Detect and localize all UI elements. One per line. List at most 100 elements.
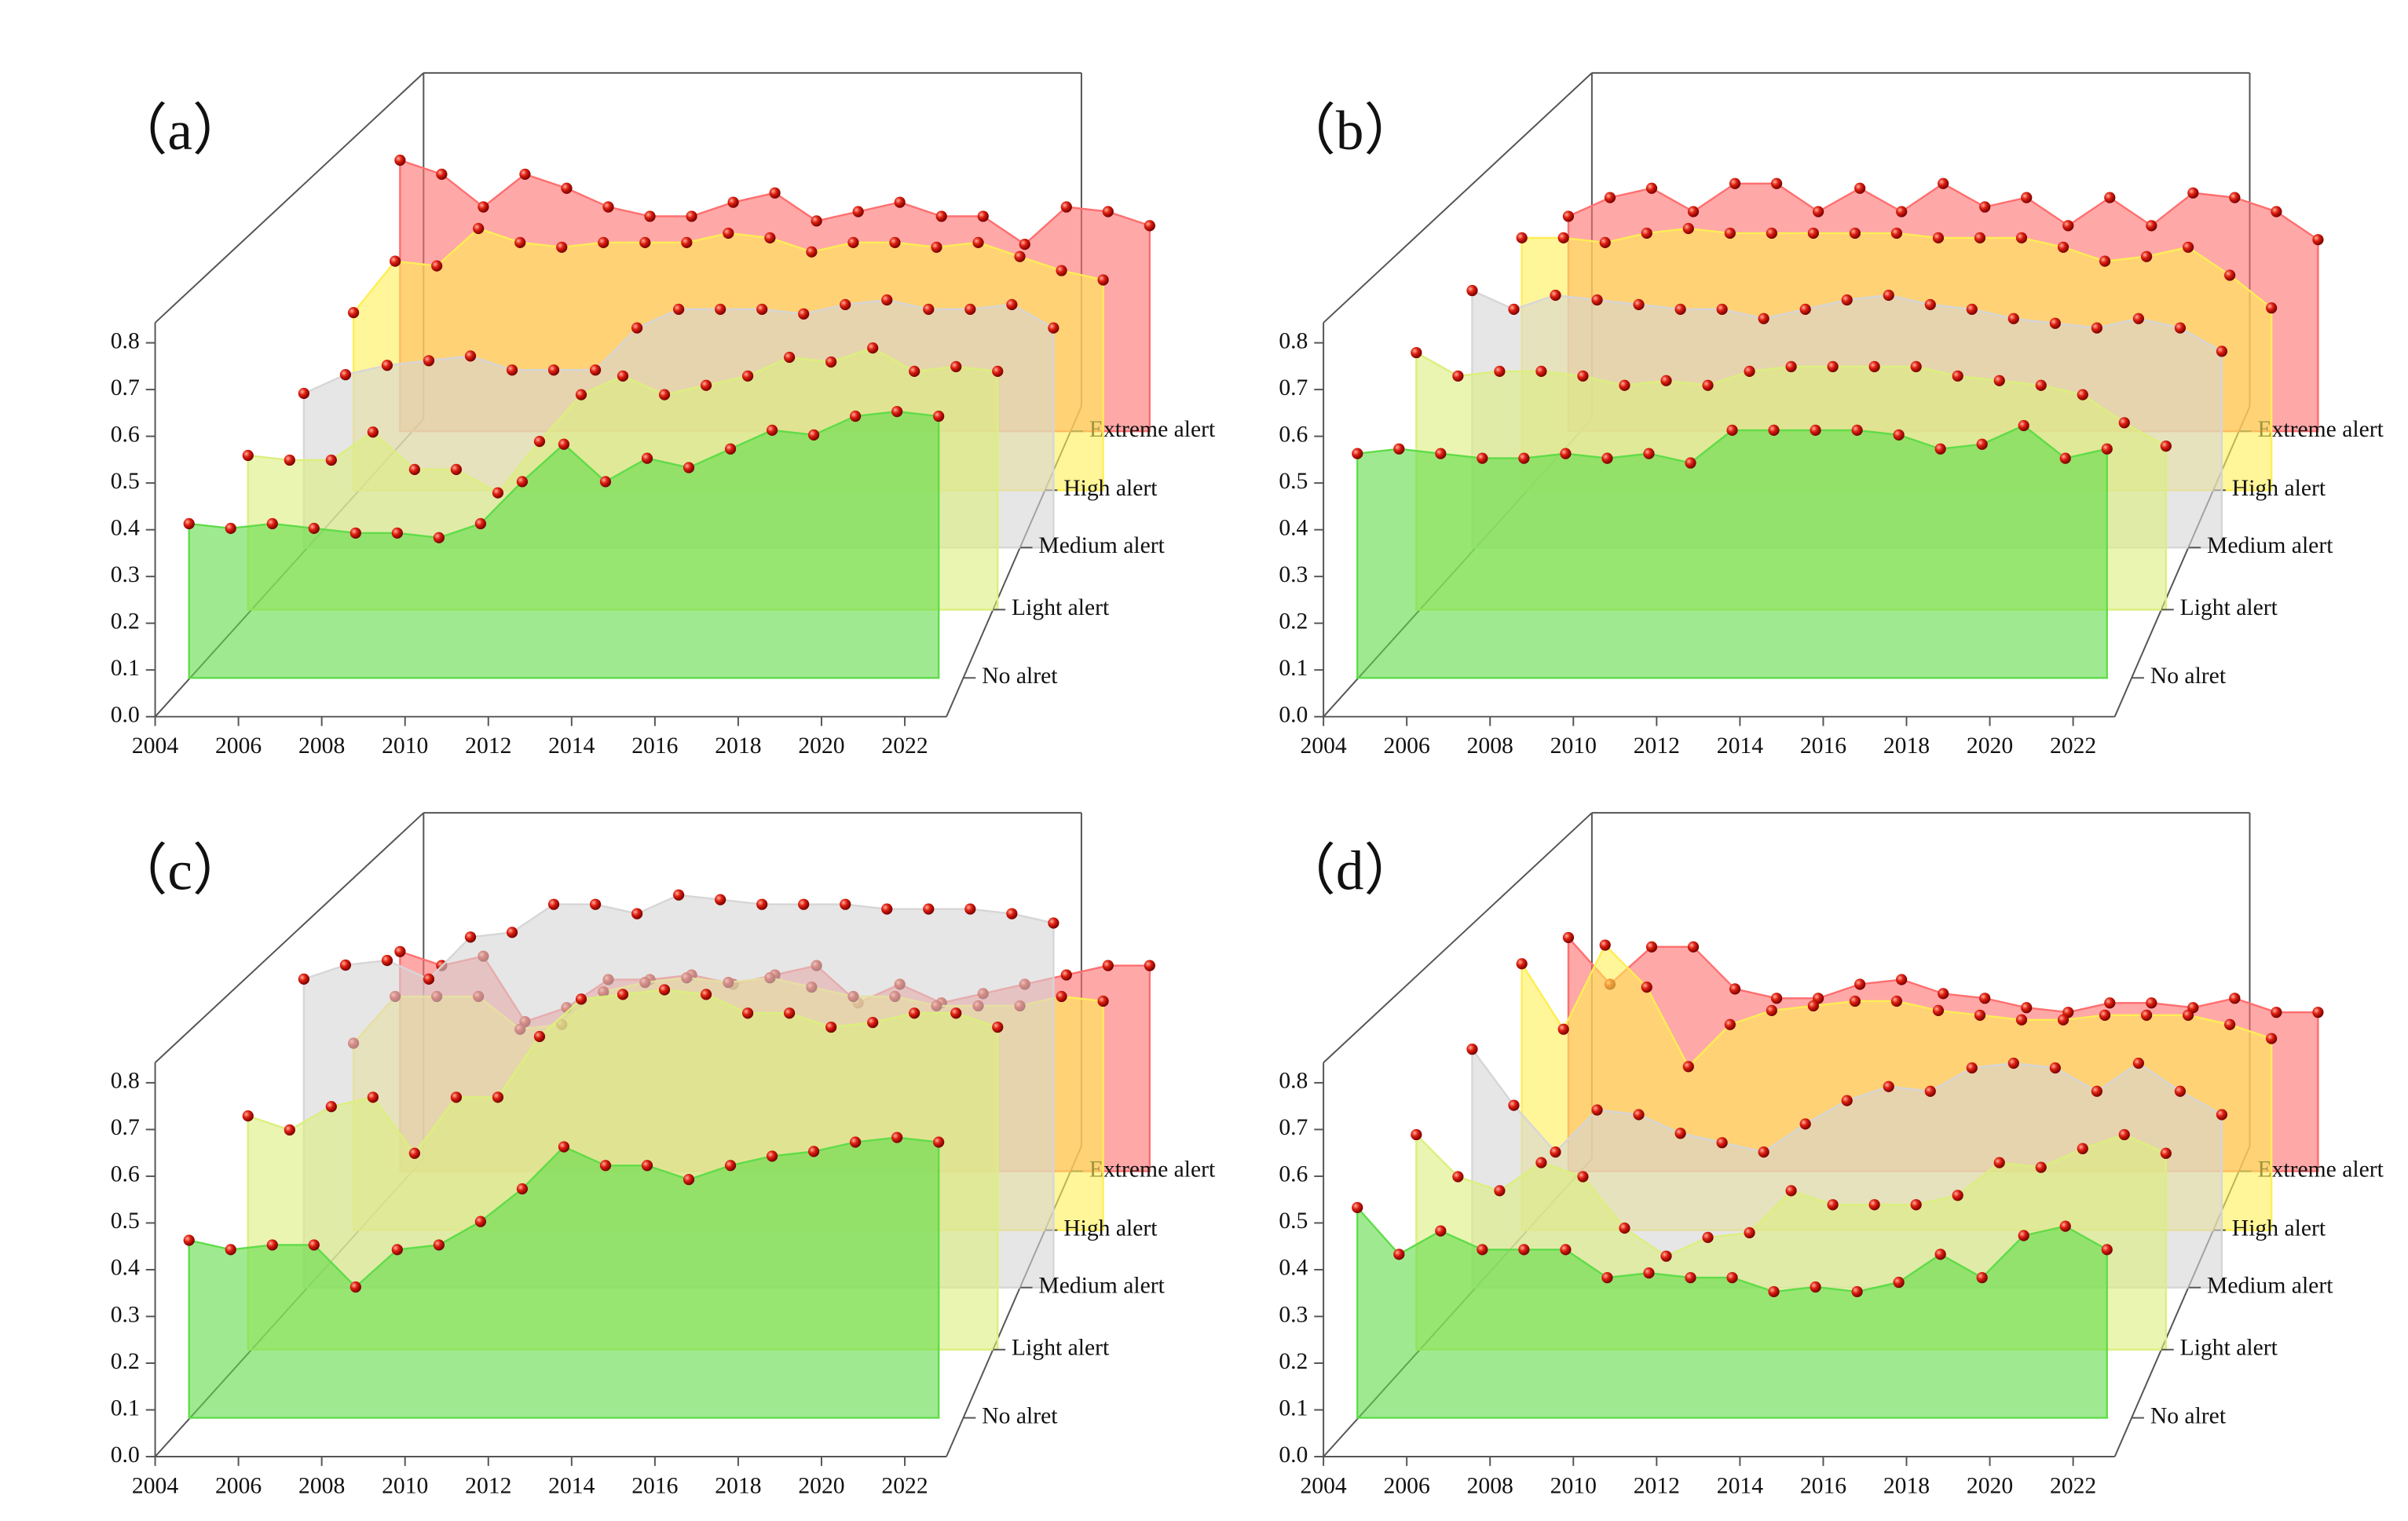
data-point bbox=[2266, 1033, 2278, 1044]
data-point bbox=[1518, 1244, 1530, 1256]
data-point bbox=[561, 182, 573, 194]
data-point bbox=[1785, 1185, 1797, 1197]
data-point bbox=[756, 303, 768, 315]
y-tick-label: 0.7 bbox=[111, 1115, 140, 1140]
x-tick-label: 2020 bbox=[1967, 733, 2013, 759]
data-point bbox=[575, 389, 587, 400]
data-point bbox=[1619, 1222, 1630, 1234]
data-point bbox=[2101, 443, 2113, 455]
data-point bbox=[756, 898, 768, 910]
data-point bbox=[1352, 1201, 1363, 1213]
x-tick-label: 2012 bbox=[465, 733, 511, 759]
data-point bbox=[658, 389, 671, 400]
data-point bbox=[1770, 993, 1783, 1004]
data-point bbox=[2118, 417, 2130, 429]
data-point bbox=[1560, 1244, 1572, 1256]
data-point bbox=[1633, 298, 1645, 311]
data-point bbox=[889, 236, 901, 248]
depth-label: Extreme alert bbox=[2257, 1157, 2384, 1182]
y-tick-label: 0.2 bbox=[111, 609, 140, 634]
data-point bbox=[533, 436, 546, 448]
data-point bbox=[506, 927, 518, 938]
data-point bbox=[1993, 375, 2005, 386]
x-tick-label: 2010 bbox=[1550, 733, 1597, 759]
data-point bbox=[1674, 303, 1686, 315]
data-point bbox=[992, 1021, 1004, 1033]
data-point bbox=[391, 1244, 403, 1256]
data-point bbox=[1660, 375, 1672, 386]
data-point bbox=[266, 517, 278, 530]
data-point bbox=[347, 307, 360, 319]
data-point bbox=[2104, 997, 2116, 1009]
data-point bbox=[183, 517, 195, 530]
y-tick-label: 0.6 bbox=[111, 1162, 140, 1187]
data-point bbox=[825, 1021, 837, 1033]
data-point bbox=[1560, 448, 1572, 459]
depth-label: High alert bbox=[2232, 476, 2326, 501]
frame-line bbox=[154, 72, 424, 324]
x-tick-label: 2008 bbox=[298, 733, 345, 759]
y-tick-label: 0.2 bbox=[111, 1349, 140, 1374]
data-point bbox=[1979, 201, 1991, 213]
depth-label: High alert bbox=[2232, 1216, 2326, 1241]
y-tick-label: 0.8 bbox=[1279, 1069, 1308, 1094]
x-tick-label: 2022 bbox=[881, 1473, 928, 1498]
data-point bbox=[1494, 1185, 1506, 1197]
data-point bbox=[724, 443, 737, 455]
y-tick-label: 0.0 bbox=[111, 1442, 140, 1468]
depth-label: Extreme alert bbox=[2257, 417, 2384, 442]
x-tick-label: 2016 bbox=[631, 733, 678, 759]
panel-title: （b） bbox=[1280, 101, 1420, 162]
data-point bbox=[298, 973, 310, 985]
data-point bbox=[533, 1030, 546, 1043]
data-point bbox=[894, 196, 906, 208]
data-point bbox=[1768, 424, 1780, 436]
x-tick-label: 2010 bbox=[382, 733, 428, 759]
y-tick-label: 0.4 bbox=[1279, 1256, 1308, 1281]
data-point bbox=[1641, 982, 1652, 993]
data-point bbox=[436, 168, 448, 180]
data-point bbox=[1097, 274, 1109, 286]
data-point bbox=[1966, 303, 1978, 315]
x-tick-label: 2018 bbox=[1883, 1473, 1930, 1498]
series-area bbox=[1356, 424, 2108, 679]
data-point bbox=[2266, 302, 2278, 314]
depth-label: Light alert bbox=[1012, 595, 1110, 620]
x-tick-label: 2004 bbox=[1300, 733, 1346, 759]
data-point bbox=[1893, 1276, 1905, 1289]
data-point bbox=[723, 227, 734, 239]
data-point bbox=[1056, 990, 1067, 1003]
y-tick-label: 0.8 bbox=[111, 1069, 140, 1094]
data-point bbox=[931, 241, 942, 253]
data-point bbox=[641, 1160, 653, 1172]
data-point bbox=[2015, 232, 2028, 244]
data-point bbox=[433, 1239, 445, 1251]
data-point bbox=[339, 959, 352, 971]
data-point bbox=[2146, 220, 2157, 232]
x-tick-label: 2020 bbox=[798, 733, 844, 759]
data-point bbox=[516, 476, 529, 488]
data-point bbox=[1702, 379, 1714, 391]
data-point bbox=[474, 1216, 487, 1227]
data-point bbox=[1452, 1171, 1464, 1183]
data-point bbox=[2101, 1244, 2113, 1256]
depth-label: No alret bbox=[2150, 1403, 2227, 1428]
x-tick-label: 2018 bbox=[715, 733, 761, 759]
data-point bbox=[1729, 983, 1741, 995]
data-point bbox=[1952, 370, 1963, 382]
data-point bbox=[1604, 192, 1616, 203]
data-point bbox=[727, 196, 739, 208]
y-tick-label: 0.2 bbox=[1279, 1349, 1308, 1374]
data-point bbox=[1724, 1018, 1736, 1030]
y-tick-label: 0.0 bbox=[1279, 1442, 1308, 1468]
data-point bbox=[1841, 294, 1853, 306]
x-tick-label: 2018 bbox=[715, 1473, 761, 1498]
data-point bbox=[1966, 1062, 1978, 1074]
data-point bbox=[558, 1141, 570, 1153]
data-point bbox=[840, 298, 851, 311]
data-point bbox=[1411, 1128, 1422, 1141]
series-area bbox=[188, 410, 940, 679]
x-tick-label: 2004 bbox=[132, 1473, 178, 1498]
data-point bbox=[1550, 1146, 1561, 1158]
data-point bbox=[242, 1110, 254, 1122]
